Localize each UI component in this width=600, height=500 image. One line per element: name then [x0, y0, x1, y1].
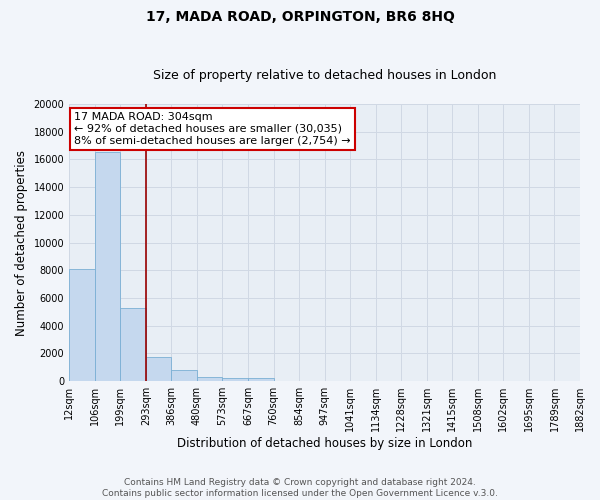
Y-axis label: Number of detached properties: Number of detached properties: [15, 150, 28, 336]
Bar: [197, 377, 223, 381]
Bar: [146, 357, 172, 381]
Bar: [172, 370, 197, 381]
X-axis label: Distribution of detached houses by size in London: Distribution of detached houses by size …: [177, 437, 472, 450]
Text: 17, MADA ROAD, ORPINGTON, BR6 8HQ: 17, MADA ROAD, ORPINGTON, BR6 8HQ: [146, 10, 454, 24]
Bar: [223, 378, 248, 381]
Bar: [95, 152, 120, 381]
Text: Contains HM Land Registry data © Crown copyright and database right 2024.
Contai: Contains HM Land Registry data © Crown c…: [102, 478, 498, 498]
Bar: [120, 308, 146, 381]
Bar: [69, 269, 95, 381]
Text: 17 MADA ROAD: 304sqm
← 92% of detached houses are smaller (30,035)
8% of semi-de: 17 MADA ROAD: 304sqm ← 92% of detached h…: [74, 112, 351, 146]
Bar: [248, 378, 274, 381]
Title: Size of property relative to detached houses in London: Size of property relative to detached ho…: [153, 69, 496, 82]
